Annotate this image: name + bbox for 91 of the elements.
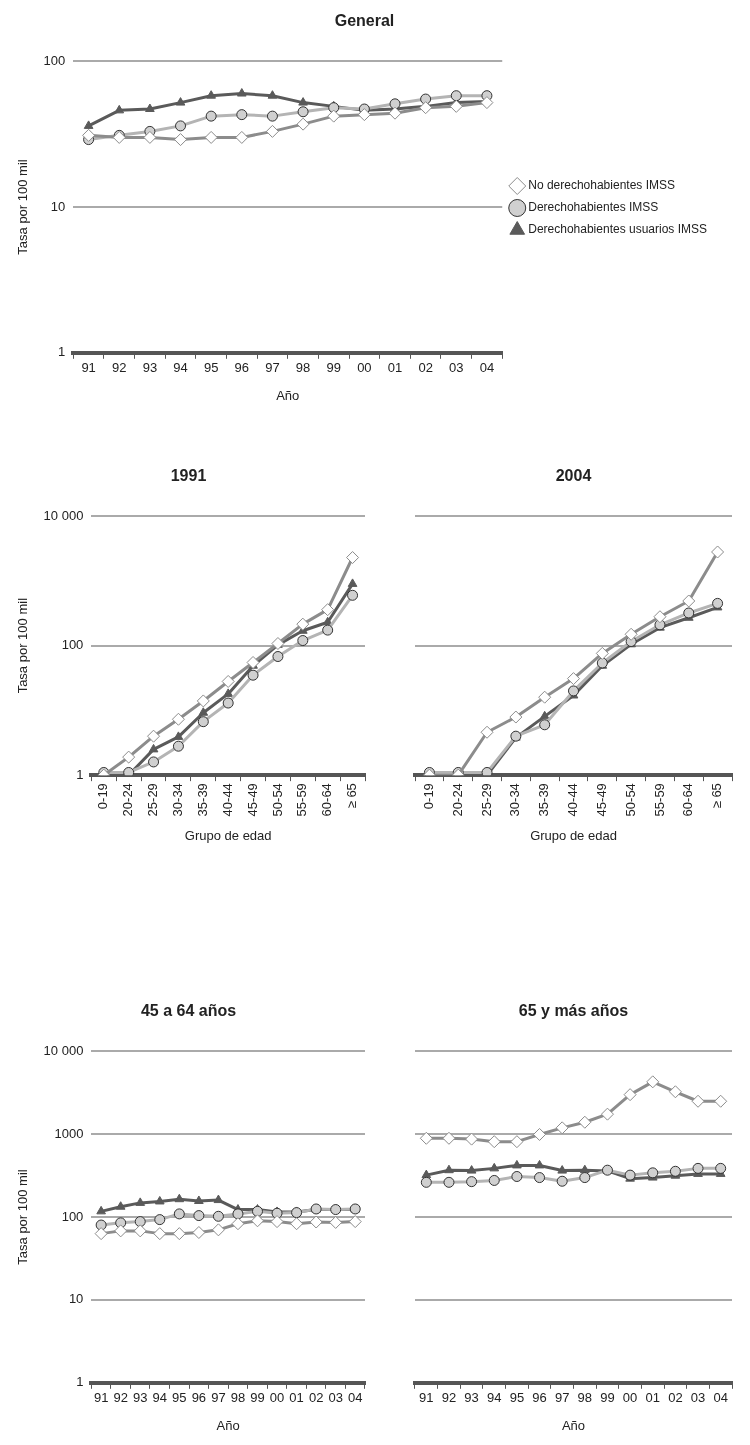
x-tick-label: 93 — [132, 1390, 148, 1406]
x-tick-label: 93 — [464, 1390, 479, 1406]
x-tick-label: 02 — [308, 1390, 324, 1406]
x-tick-label: 25-29 — [478, 783, 494, 817]
y-tick-label: 100 — [61, 1208, 84, 1224]
x-tick-label: 01 — [289, 1390, 304, 1406]
x-tick-label: 93 — [142, 360, 158, 376]
y-tick-label: 100 — [43, 52, 66, 68]
x-tick-label: 91 — [419, 1390, 434, 1406]
x-tick-label: 94 — [152, 1390, 168, 1406]
x-tick-label: 03 — [328, 1390, 343, 1406]
x-tick-label: 03 — [690, 1390, 706, 1406]
chart-title: 1991 — [170, 467, 207, 485]
x-tick-label: 50-54 — [622, 783, 638, 817]
x-tick-label: 35-39 — [194, 783, 210, 817]
x-tick-label: 96 — [234, 360, 250, 376]
x-tick-label: 20-24 — [449, 783, 465, 817]
chart-title: General — [334, 12, 395, 30]
x-tick-label: 95 — [509, 1390, 525, 1406]
y-tick-label: 1 — [58, 344, 66, 360]
x-tick-label: 01 — [645, 1390, 660, 1406]
y-tick-label: 10 000 — [43, 507, 84, 523]
x-tick-label: 55-59 — [651, 783, 667, 817]
x-tick-label: 91 — [81, 360, 96, 376]
x-axis-title: Grupo de edad — [530, 827, 617, 843]
x-tick-label: 00 — [622, 1390, 638, 1406]
x-tick-label: 04 — [479, 360, 495, 376]
x-tick-label: 92 — [112, 360, 127, 376]
x-tick-label: 96 — [532, 1390, 547, 1406]
x-tick-label: 95 — [203, 360, 219, 376]
x-tick-label: 97 — [265, 360, 280, 376]
x-tick-label: 92 — [113, 1390, 128, 1406]
x-tick-label: 97 — [211, 1390, 226, 1406]
x-tick-label: 98 — [230, 1390, 246, 1406]
x-axis-title: Año — [276, 387, 300, 403]
x-tick-label: 0-19 — [95, 783, 111, 810]
x-tick-label: 35-39 — [536, 783, 552, 817]
x-tick-label: 60-64 — [319, 783, 335, 817]
x-tick-label: 91 — [93, 1390, 109, 1406]
x-tick-label: 02 — [418, 360, 433, 376]
x-tick-label: 00 — [357, 360, 372, 376]
x-tick-label: 94 — [173, 360, 188, 376]
x-tick-label: 40-44 — [565, 783, 581, 817]
y-tick-label: 1 — [76, 766, 84, 782]
x-tick-label: 55-59 — [294, 783, 310, 817]
x-tick-label: 00 — [269, 1390, 285, 1406]
chart-title: 45 a 64 años — [140, 1002, 237, 1020]
y-axis-title: Tasa por 100 mil — [15, 159, 31, 255]
x-tick-label: 50-54 — [269, 783, 285, 817]
x-tick-label: 01 — [387, 360, 403, 376]
chart-title: 65 y más años — [518, 1002, 629, 1020]
x-tick-label: 97 — [554, 1390, 570, 1406]
y-tick-label: 100 — [61, 637, 84, 653]
x-tick-label: 99 — [600, 1390, 615, 1406]
x-tick-label: 98 — [295, 360, 311, 376]
x-tick-label: ≥ 65 — [344, 783, 360, 809]
x-tick-label: 96 — [191, 1390, 207, 1406]
y-axis-title: Tasa por 100 mil — [15, 597, 31, 694]
y-axis-title: Tasa por 100 mil — [15, 1169, 31, 1265]
legend-label: No derechohabientes IMSS — [528, 178, 675, 193]
x-axis-title: Grupo de edad — [184, 827, 272, 843]
x-tick-label: 0-19 — [420, 783, 436, 810]
y-tick-label: 1 — [76, 1374, 84, 1390]
x-tick-label: 25-29 — [145, 783, 161, 817]
x-tick-label: 45-49 — [244, 783, 260, 817]
y-tick-label: 10 — [50, 198, 66, 214]
y-tick-label: 1000 — [54, 1125, 84, 1141]
x-tick-label: 40-44 — [219, 783, 235, 817]
x-tick-label: 94 — [487, 1390, 502, 1406]
x-axis-title: Año — [216, 1417, 240, 1433]
x-tick-label: 30-34 — [170, 783, 186, 817]
x-tick-label: 30-34 — [507, 783, 523, 817]
x-tick-label: 95 — [172, 1390, 187, 1406]
x-tick-label: 02 — [668, 1390, 683, 1406]
chart-title: 2004 — [555, 467, 592, 485]
y-tick-label: 10 000 — [43, 1042, 84, 1058]
x-tick-label: ≥ 65 — [709, 783, 725, 809]
x-tick-label: 99 — [250, 1390, 265, 1406]
y-tick-label: 10 — [68, 1291, 84, 1307]
x-axis-title: Año — [561, 1417, 586, 1433]
x-tick-label: 04 — [713, 1390, 728, 1406]
x-tick-label: 92 — [441, 1390, 457, 1406]
x-tick-label: 04 — [347, 1390, 363, 1406]
x-tick-label: 60-64 — [680, 783, 696, 817]
x-tick-label: 98 — [577, 1390, 593, 1406]
legend-label: Derechohabientes IMSS — [528, 200, 659, 215]
x-tick-label: 99 — [326, 360, 341, 376]
x-tick-label: 03 — [449, 360, 464, 376]
x-tick-label: 20-24 — [120, 783, 136, 817]
x-tick-label: 45-49 — [593, 783, 609, 817]
legend-label: Derechohabientes usuarios IMSS — [528, 222, 707, 237]
